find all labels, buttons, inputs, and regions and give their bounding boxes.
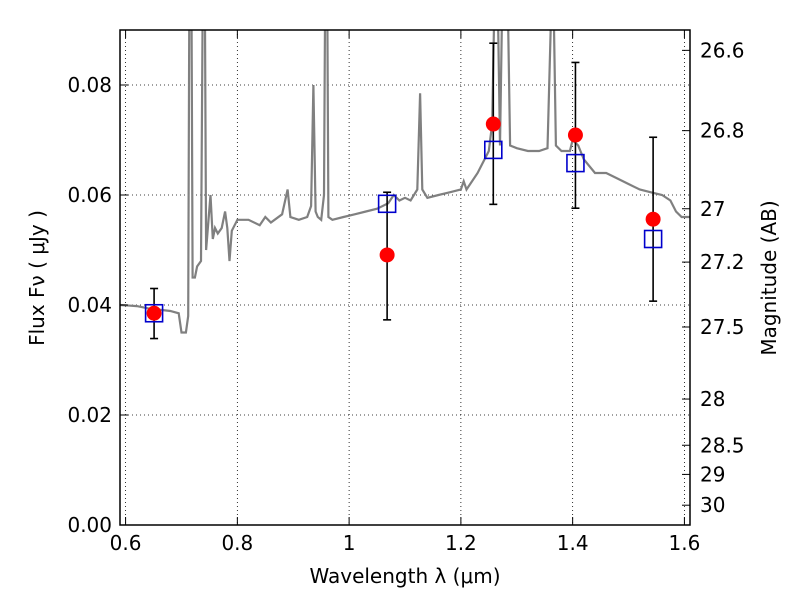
right-tick-label: 26.8 (700, 119, 745, 143)
model-flux-square (144, 303, 164, 323)
observed-flux-point (485, 116, 501, 132)
model-flux-square (566, 153, 585, 173)
x-tick-label: 0.6 (110, 531, 142, 555)
plot-frame (119, 29, 691, 526)
right-tick-label: 28 (700, 387, 725, 411)
tick-layer (120, 30, 690, 526)
y-tick-label: 0.00 (67, 513, 112, 537)
x-tick-label: 0.8 (221, 531, 253, 555)
right-tick-label: 26.6 (700, 38, 745, 62)
model-flux-square (483, 140, 503, 160)
error-bars-layer (150, 42, 658, 340)
x-tick-label: 1.2 (445, 531, 477, 555)
model-flux-square (643, 229, 663, 249)
model-spectrum-line (120, 30, 690, 334)
model-spectrum-layer (120, 30, 690, 334)
y-axis-label: Flux Fν ( μJy ) (25, 210, 49, 346)
observed-flux-point (146, 305, 162, 321)
y-axis-right-label: Magnitude (AB) (757, 200, 781, 355)
y-tick-label: 0.06 (67, 183, 112, 207)
y-tick-label: 0.04 (67, 293, 112, 317)
right-tick-label: 30 (700, 493, 725, 517)
right-tick-label: 27 (700, 197, 725, 221)
observed-flux-point (379, 247, 395, 263)
observed-flux-point (567, 127, 583, 143)
observed-flux-point (645, 211, 661, 227)
right-tick-label: 27.2 (700, 250, 745, 274)
y-tick-label: 0.08 (67, 73, 112, 97)
tick-label-layer: 0.6 0.8 1 1.2 1.4 1.6 0.00 0.02 0.04 0.06 0.08 26.6… (67, 38, 744, 555)
y-tick-label: 0.02 (67, 403, 112, 427)
right-tick-label: 28.5 (700, 433, 745, 457)
x-axis-label: Wavelength λ (μm) (309, 564, 500, 588)
x-tick-label: 1.4 (557, 531, 589, 555)
right-tick-label: 29 (700, 462, 725, 486)
model-flux-square (377, 194, 397, 214)
blue-squares-layer (144, 140, 663, 323)
x-tick-label: 1 (343, 531, 356, 555)
red-circles-layer (146, 116, 661, 321)
x-tick-label: 1.6 (669, 531, 701, 555)
right-tick-label: 27.5 (700, 315, 745, 339)
